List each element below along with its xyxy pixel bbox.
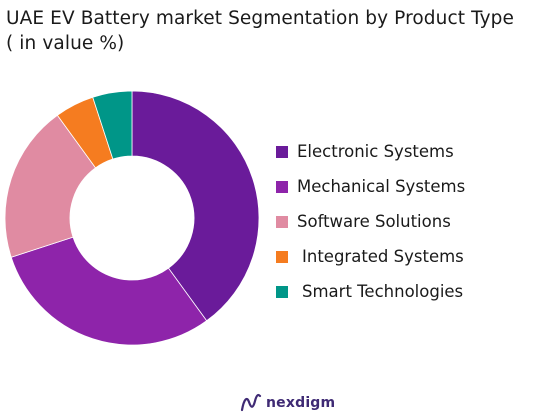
legend-label: Integrated Systems <box>302 247 464 266</box>
chart-title-line-2: ( in value %) <box>6 33 125 54</box>
donut-slice-software-solutions[interactable] <box>4 114 97 258</box>
donut-slice-mechanical-systems[interactable] <box>10 236 208 346</box>
donut-slice-electronic-systems[interactable] <box>131 90 260 322</box>
legend-swatch <box>276 250 288 263</box>
legend-label: Mechanical Systems <box>297 177 466 196</box>
legend-label: Electronic Systems <box>297 142 454 161</box>
chart-legend: Electronic Systems Mechanical Systems So… <box>276 134 465 309</box>
legend-label: Smart Technologies <box>302 282 464 301</box>
legend-item-mechanical-systems[interactable]: Mechanical Systems <box>276 169 465 204</box>
legend-swatch <box>276 215 288 228</box>
legend-item-smart-technologies[interactable]: Smart Technologies <box>276 274 465 309</box>
brand-logo: nexdigm <box>240 392 335 414</box>
legend-item-electronic-systems[interactable]: Electronic Systems <box>276 134 465 169</box>
legend-swatch <box>276 285 288 298</box>
legend-item-software-solutions[interactable]: Software Solutions <box>276 204 465 239</box>
chart-title: UAE EV Battery market Segmentation by Pr… <box>6 6 526 56</box>
legend-item-integrated-systems[interactable]: Integrated Systems <box>276 239 465 274</box>
legend-label: Software Solutions <box>297 212 451 231</box>
legend-swatch <box>276 180 288 193</box>
donut-slice-smart-technologies[interactable] <box>92 90 133 160</box>
nexdigm-logo-icon <box>240 393 262 412</box>
legend-swatch <box>276 145 288 158</box>
chart-title-line-1: UAE EV Battery market Segmentation by Pr… <box>6 8 514 29</box>
brand-name: nexdigm <box>266 395 336 411</box>
